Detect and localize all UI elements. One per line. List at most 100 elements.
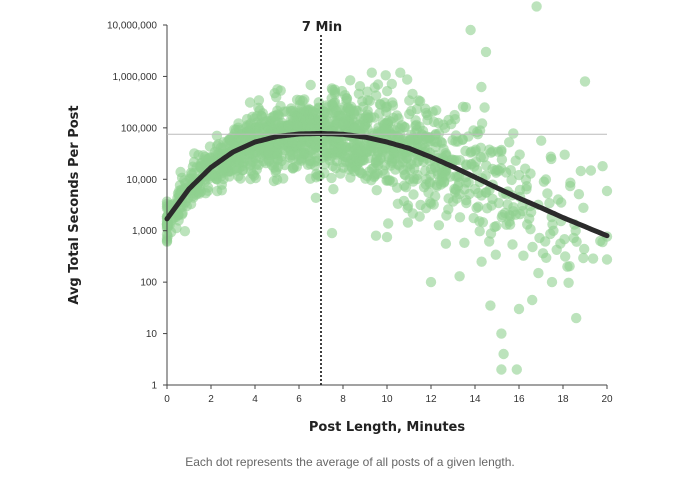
data-point [370, 154, 382, 165]
data-point [253, 102, 264, 114]
data-point [546, 276, 558, 288]
data-point [365, 112, 377, 123]
data-point [404, 135, 415, 146]
data-point [349, 123, 360, 134]
data-point [487, 193, 498, 205]
data-point [560, 251, 571, 262]
x-tick-label: 6 [296, 394, 302, 405]
data-point [398, 195, 410, 207]
data-point [507, 239, 518, 250]
data-point [498, 348, 509, 360]
data-point [571, 312, 582, 324]
data-point [496, 328, 507, 339]
data-point [454, 212, 466, 223]
data-point [319, 117, 330, 128]
tick-labels: 1101001,00010,000100,0001,000,00010,000,… [107, 21, 613, 406]
data-point [313, 102, 324, 113]
data-point [513, 169, 525, 181]
data-point [362, 86, 373, 97]
data-point [460, 102, 472, 113]
data-point [481, 160, 492, 171]
data-point [395, 67, 406, 78]
data-point [601, 185, 613, 197]
data-point [425, 276, 437, 288]
y-tick-label: 1,000,000 [113, 72, 158, 83]
data-point [352, 105, 363, 116]
data-point [504, 216, 515, 227]
data-point [371, 185, 382, 196]
data-point [508, 128, 519, 139]
scatter-points [161, 1, 613, 375]
data-point [531, 1, 542, 12]
data-point [454, 271, 465, 282]
data-point [414, 96, 426, 107]
data-point [506, 174, 517, 186]
data-point [287, 105, 298, 117]
trend-curve [164, 130, 610, 239]
data-point [527, 241, 538, 253]
data-point [468, 125, 479, 136]
data-point [270, 164, 282, 176]
data-point [473, 187, 484, 199]
data-point [185, 198, 197, 210]
data-point [601, 254, 613, 265]
data-point [496, 154, 508, 165]
data-point [263, 147, 274, 158]
data-point [562, 261, 573, 272]
data-point [579, 76, 591, 87]
data-point [349, 166, 360, 177]
data-point [244, 97, 256, 108]
data-point [268, 175, 280, 187]
x-tick-label: 8 [340, 394, 346, 405]
data-point [196, 161, 207, 173]
data-point [450, 154, 462, 166]
data-point [537, 248, 549, 259]
data-point [354, 81, 366, 92]
data-point [443, 193, 454, 204]
data-point [383, 151, 394, 162]
data-point [383, 218, 394, 229]
data-point [211, 130, 223, 141]
data-point [514, 149, 525, 160]
data-point [575, 165, 586, 177]
data-point [518, 250, 529, 261]
data-point [400, 182, 412, 193]
data-point [542, 188, 553, 199]
data-point [477, 217, 489, 228]
y-tick-label: 100 [140, 278, 157, 289]
data-point [336, 141, 347, 153]
data-point [362, 95, 373, 106]
data-point [179, 226, 191, 237]
data-point [521, 181, 532, 192]
data-point [245, 165, 257, 177]
data-point [438, 177, 450, 188]
data-point [212, 185, 223, 197]
data-point [473, 201, 484, 212]
data-point [474, 226, 485, 237]
data-point [513, 303, 525, 315]
data-point [408, 173, 420, 184]
data-point [525, 168, 536, 179]
data-point [401, 153, 412, 164]
data-point [450, 186, 461, 198]
data-point [380, 123, 391, 135]
data-point [449, 114, 461, 125]
data-point [387, 176, 398, 187]
data-point [485, 300, 496, 311]
data-point [424, 197, 436, 208]
data-point [320, 150, 331, 161]
data-point [465, 24, 476, 36]
x-tick-label: 10 [381, 394, 393, 405]
data-point [381, 231, 393, 243]
data-point [179, 175, 190, 186]
data-point [597, 236, 608, 248]
y-tick-label: 10 [146, 329, 158, 340]
data-point [431, 137, 443, 148]
data-point [409, 163, 420, 175]
data-point [371, 90, 382, 101]
reference-lines [167, 35, 607, 385]
data-point [464, 188, 475, 200]
data-point [319, 159, 331, 170]
data-point [563, 277, 574, 288]
data-point [527, 294, 538, 306]
